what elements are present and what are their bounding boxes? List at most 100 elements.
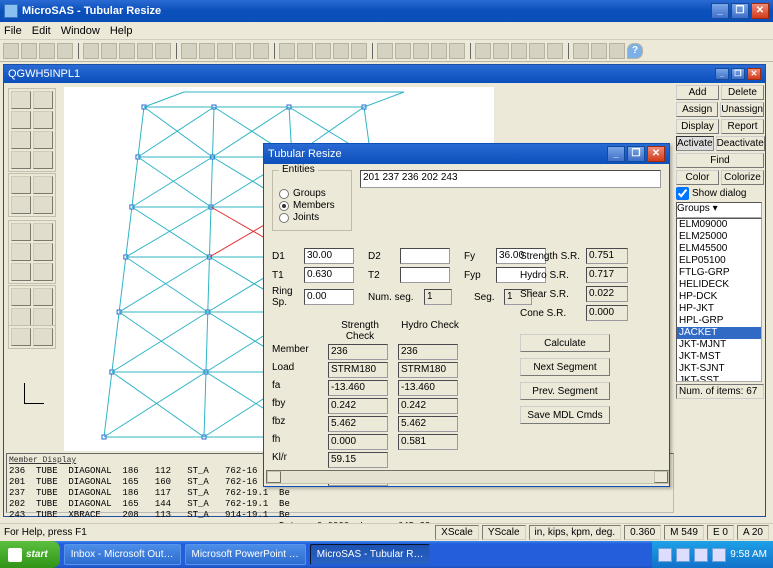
input-d1[interactable]: 30.00 — [304, 248, 354, 264]
color-button[interactable]: Color — [676, 170, 719, 185]
toolbar-button[interactable] — [351, 43, 367, 59]
assign-button[interactable]: Assign — [676, 102, 718, 117]
add-button[interactable]: Add — [676, 85, 719, 100]
palette-btn[interactable] — [33, 288, 53, 306]
palette-btn[interactable] — [33, 308, 53, 326]
list-item[interactable]: JKT-MST — [677, 351, 761, 363]
save-mdl-cmds-button[interactable]: Save MDL Cmds — [520, 406, 610, 424]
system-tray[interactable]: 9:58 AM — [652, 541, 773, 568]
toolbar-button[interactable] — [39, 43, 55, 59]
member-row[interactable]: 243 TUBE XBRACE 208 113 ST_A 914-19.1 Be — [9, 510, 671, 521]
toolbar-button[interactable] — [591, 43, 607, 59]
toolbar-button[interactable] — [547, 43, 563, 59]
dialog-maximize-button[interactable]: ❐ — [627, 146, 645, 162]
palette-btn[interactable] — [11, 243, 31, 261]
palette-btn[interactable] — [33, 328, 53, 346]
palette-btn[interactable] — [11, 328, 31, 346]
close-button[interactable]: ✕ — [751, 3, 769, 19]
help-icon[interactable]: ? — [627, 43, 643, 59]
palette-btn[interactable] — [33, 131, 53, 149]
menu-help[interactable]: Help — [110, 25, 133, 37]
toolbar-button[interactable] — [475, 43, 491, 59]
palette-btn[interactable] — [33, 111, 53, 129]
palette-btn[interactable] — [11, 223, 31, 241]
toolbar-button[interactable] — [57, 43, 73, 59]
input-t1[interactable]: 0.630 — [304, 267, 354, 283]
menu-edit[interactable]: Edit — [32, 25, 51, 37]
palette-btn[interactable] — [33, 176, 53, 194]
radio-groups[interactable]: Groups — [279, 188, 345, 199]
toolbar-button[interactable] — [377, 43, 393, 59]
toolbar-button[interactable] — [155, 43, 171, 59]
list-item[interactable]: HP-JKT — [677, 303, 761, 315]
tray-icon[interactable] — [658, 548, 672, 562]
list-item[interactable]: FTLG-GRP — [677, 267, 761, 279]
next-segment-button[interactable]: Next Segment — [520, 358, 610, 376]
list-item[interactable]: JKT-SJNT — [677, 363, 761, 375]
palette-btn[interactable] — [11, 91, 31, 109]
groups-list[interactable]: ELM09000ELM25000ELM45500ELP05100FTLG-GRP… — [676, 218, 762, 382]
calculate-button[interactable]: Calculate — [520, 334, 610, 352]
list-item[interactable]: HELIDECK — [677, 279, 761, 291]
list-item[interactable]: ELM25000 — [677, 231, 761, 243]
toolbar-button[interactable] — [83, 43, 99, 59]
menu-window[interactable]: Window — [61, 25, 100, 37]
toolbar-button[interactable] — [431, 43, 447, 59]
toolbar-button[interactable] — [21, 43, 37, 59]
list-item[interactable]: JKT-MJNT — [677, 339, 761, 351]
toolbar-button[interactable] — [253, 43, 269, 59]
list-item[interactable]: HPL-GRP — [677, 315, 761, 327]
toolbar-button[interactable] — [315, 43, 331, 59]
input-ringsp[interactable]: 0.00 — [304, 289, 354, 305]
palette-btn[interactable] — [33, 263, 53, 281]
toolbar-button[interactable] — [511, 43, 527, 59]
list-item[interactable]: ELP05100 — [677, 255, 761, 267]
list-item[interactable]: JKT-SST — [677, 375, 761, 382]
palette-btn[interactable] — [33, 243, 53, 261]
activate-button[interactable]: Activate — [676, 136, 714, 151]
radio-members[interactable]: Members — [279, 200, 345, 211]
colorize-button[interactable]: Colorize — [721, 170, 764, 185]
toolbar-button[interactable] — [493, 43, 509, 59]
taskbar-task[interactable]: MicroSAS - Tubular R… — [310, 544, 431, 565]
input-d2[interactable] — [400, 248, 450, 264]
palette-btn[interactable] — [33, 223, 53, 241]
minimize-button[interactable]: _ — [711, 3, 729, 19]
list-item[interactable]: JACKET — [677, 327, 761, 339]
palette-btn[interactable] — [11, 176, 31, 194]
member-row[interactable]: 237 TUBE DIAGONAL 186 117 ST_A 762-19.1 … — [9, 488, 671, 499]
entities-input[interactable]: 201 237 236 202 243 — [360, 170, 661, 188]
dialog-hscrollbar[interactable] — [266, 470, 669, 484]
toolbar-button[interactable] — [333, 43, 349, 59]
menu-file[interactable]: File — [4, 25, 22, 37]
show-dialog-checkbox[interactable]: Show dialog — [676, 187, 764, 200]
start-button[interactable]: start — [0, 541, 60, 568]
palette-btn[interactable] — [11, 263, 31, 281]
child-close-button[interactable]: ✕ — [747, 68, 761, 80]
list-item[interactable]: HP-DCK — [677, 291, 761, 303]
child-maximize-button[interactable]: ❐ — [731, 68, 745, 80]
toolbar-button[interactable] — [101, 43, 117, 59]
list-item[interactable]: ELM09000 — [677, 219, 761, 231]
palette-btn[interactable] — [11, 308, 31, 326]
toolbar-button[interactable] — [199, 43, 215, 59]
toolbar-button[interactable] — [529, 43, 545, 59]
toolbar-button[interactable] — [279, 43, 295, 59]
taskbar-task[interactable]: Inbox - Microsoft Out… — [64, 544, 181, 565]
toolbar-button[interactable] — [3, 43, 19, 59]
toolbar-button[interactable] — [609, 43, 625, 59]
child-minimize-button[interactable]: _ — [715, 68, 729, 80]
tray-icon[interactable] — [676, 548, 690, 562]
delete-button[interactable]: Delete — [721, 85, 764, 100]
toolbar-button[interactable] — [137, 43, 153, 59]
list-item[interactable]: ELM45500 — [677, 243, 761, 255]
scroll-right-icon[interactable] — [654, 471, 668, 483]
member-row[interactable]: 202 TUBE DIAGONAL 165 144 ST_A 762-19.1 … — [9, 499, 671, 510]
taskbar-task[interactable]: Microsoft PowerPoint … — [185, 544, 306, 565]
palette-btn[interactable] — [33, 151, 53, 169]
maximize-button[interactable]: ❐ — [731, 3, 749, 19]
tray-icon[interactable] — [712, 548, 726, 562]
dialog-close-button[interactable]: ✕ — [647, 146, 665, 162]
tray-icon[interactable] — [694, 548, 708, 562]
radio-joints[interactable]: Joints — [279, 212, 345, 223]
